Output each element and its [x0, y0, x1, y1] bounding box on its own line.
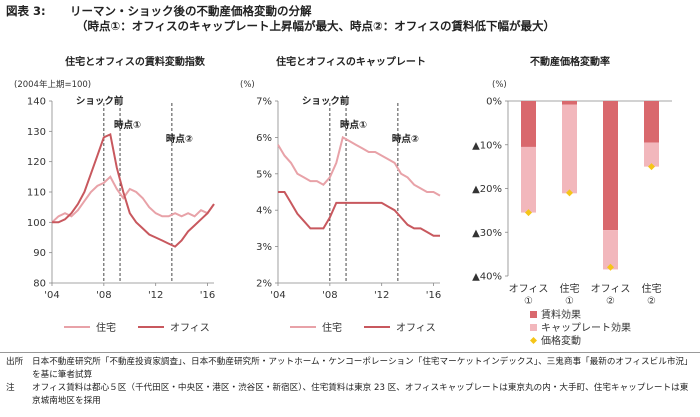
p2-x-tick-label: '04 — [270, 290, 285, 301]
p3-legend-label-caprate: キャップレート効果 — [541, 321, 631, 334]
p1-y-tick-label: 100 — [27, 218, 46, 229]
p2-y-tick-label: 4% — [256, 206, 272, 217]
p2-legend-label: オフィス — [396, 322, 436, 334]
p3-bar-caprate-effect — [603, 230, 618, 270]
p3-y-tick-label: ▲40% — [472, 272, 502, 283]
p3-y-tick-label: ▲30% — [472, 228, 502, 239]
p1-x-tick-label: '04 — [44, 290, 59, 301]
p1-series-housing-line — [51, 175, 215, 224]
p3-legend-label-rent: 賃料効果 — [541, 308, 581, 321]
p3-category-sub-label: ② — [647, 296, 656, 307]
p2-y-tick-label: 7% — [256, 97, 272, 108]
figure-charts: (2004年上期=100) 80 90 100 110 120 130 140 '04 '08 '1… — [14, 79, 672, 347]
p1-y-tick-label: 110 — [27, 188, 46, 199]
p1-y-unit: (2004年上期=100) — [14, 79, 91, 90]
p3-bar-rent-effect — [521, 101, 536, 147]
p3-price-marker — [566, 189, 573, 197]
p1-annotation-label: 時点① — [114, 119, 141, 131]
p3-y-tick-label: ▲10% — [472, 140, 502, 151]
p2-x-tick-label: '12 — [374, 290, 389, 301]
figure-subtitle: （時点①：オフィスのキャップレート上昇幅が最大、時点②：オフィスの賃料低下幅が最… — [76, 19, 556, 33]
p2-y-unit: (%) — [240, 80, 255, 90]
p3-price-marker — [525, 209, 532, 217]
figure-title: リーマン・ショック後の不動産価格変動の分解 — [70, 4, 312, 18]
p3-category-sub-label: ② — [606, 296, 615, 307]
p1-x-tick-label: '08 — [96, 290, 111, 301]
p2-annotation-label: ショック前 — [302, 95, 350, 107]
p3-bar-rent-effect — [603, 101, 618, 231]
p3-bar-caprate-effect — [562, 104, 577, 194]
p2-series-office-line — [278, 191, 440, 237]
p3-category-label: オフィス — [591, 283, 631, 295]
p3-price-marker — [648, 163, 655, 171]
note-source-text: 日本不動産研究所「不動産投資家調査」、日本不動産研究所・アットホーム・ケンコーポ… — [32, 357, 689, 380]
p3-bar-rent-effect — [644, 101, 659, 143]
p3-bar-rent-effect — [562, 101, 577, 105]
note-remark-text: オフィス賃料は都心５区（千代田区・中央区・港区・渋谷区・新宿区）、住宅賃料は東京… — [32, 383, 689, 406]
p3-category-label: オフィス — [509, 283, 549, 295]
panel3-title: 不動産価格変動率 — [530, 57, 610, 68]
p2-annotation-label: 時点① — [340, 119, 367, 131]
p1-y-tick-label: 130 — [27, 127, 46, 138]
note-remark-key: 注 — [6, 383, 15, 393]
p3-y-tick-label: ▲20% — [472, 184, 502, 195]
p3-legend-swatch-caprate — [530, 324, 537, 331]
p3-bar-caprate-effect — [521, 146, 536, 213]
p1-annotation-label: 時点② — [166, 133, 193, 145]
p3-legend-label-price: 価格変動 — [541, 334, 581, 347]
p3-legend-swatch-rent — [530, 311, 537, 318]
p1-legend-label: 住宅 — [96, 321, 116, 334]
note-source: 出所 日本不動産研究所「不動産投資家調査」、日本不動産研究所・アットホーム・ケン… — [0, 356, 700, 382]
p2-y-tick-label: 3% — [256, 242, 272, 253]
p1-series-office-line — [52, 132, 215, 248]
p1-x-tick-label: '16 — [200, 290, 215, 301]
p3-category-label: 住宅 — [642, 282, 662, 295]
panel1-title: 住宅とオフィスの賃料変動指数 — [65, 57, 205, 68]
p1-y-tick-label: 90 — [33, 248, 46, 259]
p2-annotation-label: 時点② — [392, 133, 419, 145]
panel2-title: 住宅とオフィスのキャップレート — [276, 57, 426, 68]
p2-x-tick-label: '08 — [322, 290, 337, 301]
p1-annotation-label: ショック前 — [76, 95, 124, 107]
p3-y-unit: (%) — [492, 80, 507, 90]
p1-x-tick-label: '12 — [148, 290, 163, 301]
figure-title-block: 図表 3: リーマン・ショック後の不動産価格変動の分解 （時点①：オフィスのキャッ… — [6, 4, 555, 34]
p2-legend-label: 住宅 — [322, 321, 342, 334]
p3-price-marker — [607, 263, 614, 271]
p3-bar-caprate-effect — [644, 142, 659, 167]
note-source-key: 出所 — [6, 357, 24, 367]
p2-y-tick-label: 6% — [256, 133, 272, 144]
p2-y-tick-label: 2% — [256, 279, 272, 290]
note-remark: 注 オフィス賃料は都心５区（千代田区・中央区・港区・渋谷区・新宿区）、住宅賃料は… — [0, 382, 700, 408]
p1-y-tick-label: 80 — [33, 279, 46, 290]
p2-x-tick-label: '16 — [426, 290, 441, 301]
p2-series-housing-line — [277, 135, 441, 197]
figure-label: 図表 3: — [6, 4, 46, 18]
p1-legend-label: オフィス — [170, 322, 210, 334]
p3-category-sub-label: ① — [524, 296, 533, 307]
p1-y-tick-label: 140 — [27, 97, 46, 108]
notes-section: 出所 日本不動産研究所「不動産投資家調査」、日本不動産研究所・アットホーム・ケン… — [0, 352, 700, 408]
p3-legend-swatch-price — [530, 337, 537, 344]
p1-y-tick-label: 120 — [27, 157, 46, 168]
p3-category-label: 住宅 — [560, 282, 580, 295]
p3-y-tick-label: 0% — [486, 97, 502, 108]
p3-category-sub-label: ① — [565, 296, 574, 307]
p2-y-tick-label: 5% — [256, 169, 272, 180]
